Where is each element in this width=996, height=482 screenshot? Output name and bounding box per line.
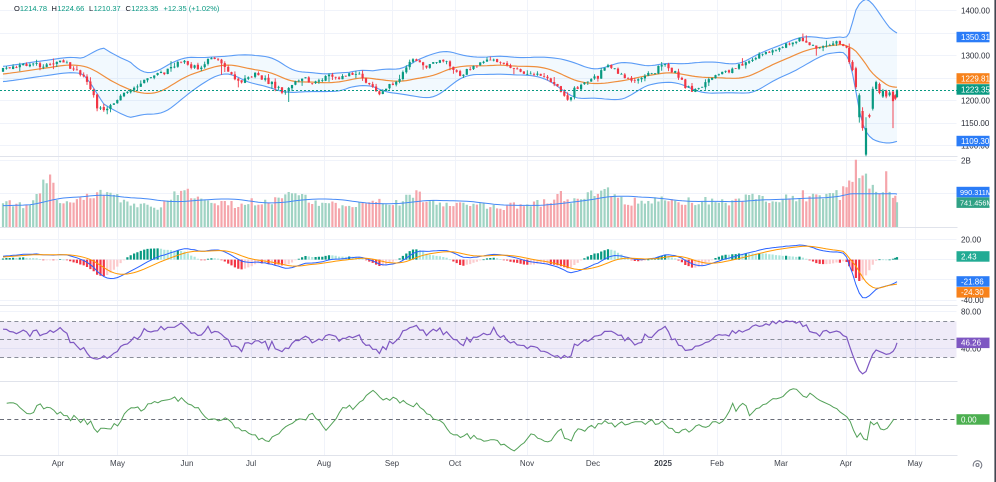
svg-text:1214.78: 1214.78 xyxy=(20,4,47,13)
svg-text:2.43: 2.43 xyxy=(961,252,977,261)
svg-text:1300.00: 1300.00 xyxy=(961,52,990,61)
svg-text:1109.30: 1109.30 xyxy=(961,137,990,146)
svg-text:1223.35: 1223.35 xyxy=(131,4,158,13)
svg-text:May: May xyxy=(907,459,922,468)
svg-text:1224.66: 1224.66 xyxy=(57,4,84,13)
svg-text:-21.86: -21.86 xyxy=(961,277,984,286)
svg-text:May: May xyxy=(110,459,125,468)
svg-text:80.00: 80.00 xyxy=(961,308,982,317)
svg-text:990.311M: 990.311M xyxy=(960,188,992,197)
svg-text:Feb: Feb xyxy=(710,459,724,468)
svg-text:L: L xyxy=(89,4,93,13)
svg-text:Jul: Jul xyxy=(246,459,256,468)
svg-text:20.00: 20.00 xyxy=(961,235,982,244)
svg-text:Nov: Nov xyxy=(520,459,534,468)
svg-text:2025: 2025 xyxy=(654,459,672,468)
svg-text:Sep: Sep xyxy=(385,459,400,468)
svg-text:H: H xyxy=(52,4,57,13)
svg-text:Jun: Jun xyxy=(181,459,194,468)
svg-text:2B: 2B xyxy=(961,157,971,166)
svg-text:-40.00: -40.00 xyxy=(961,296,984,305)
svg-text:C: C xyxy=(126,4,132,13)
svg-text:+12.35 (+1.02%): +12.35 (+1.02%) xyxy=(164,4,220,13)
svg-text:1150.00: 1150.00 xyxy=(961,119,990,128)
svg-text:Apr: Apr xyxy=(840,459,853,468)
svg-text:O: O xyxy=(14,4,20,13)
svg-text:1229.81: 1229.81 xyxy=(961,74,990,83)
svg-text:Aug: Aug xyxy=(317,459,331,468)
svg-text:1400.00: 1400.00 xyxy=(961,7,990,16)
svg-text:46.26: 46.26 xyxy=(961,339,982,348)
svg-text:741.456M: 741.456M xyxy=(960,199,992,208)
svg-text:1210.37: 1210.37 xyxy=(94,4,121,13)
svg-text:Dec: Dec xyxy=(586,459,600,468)
svg-text:1223.35: 1223.35 xyxy=(961,85,990,94)
svg-text:1200.00: 1200.00 xyxy=(961,97,990,106)
svg-text:Apr: Apr xyxy=(52,459,65,468)
svg-text:Mar: Mar xyxy=(774,459,788,468)
svg-text:0.00: 0.00 xyxy=(961,415,977,424)
svg-text:Oct: Oct xyxy=(449,459,462,468)
svg-text:40.00: 40.00 xyxy=(961,345,982,354)
svg-text:1350.31: 1350.31 xyxy=(961,33,990,42)
svg-text:-24.30: -24.30 xyxy=(961,288,984,297)
